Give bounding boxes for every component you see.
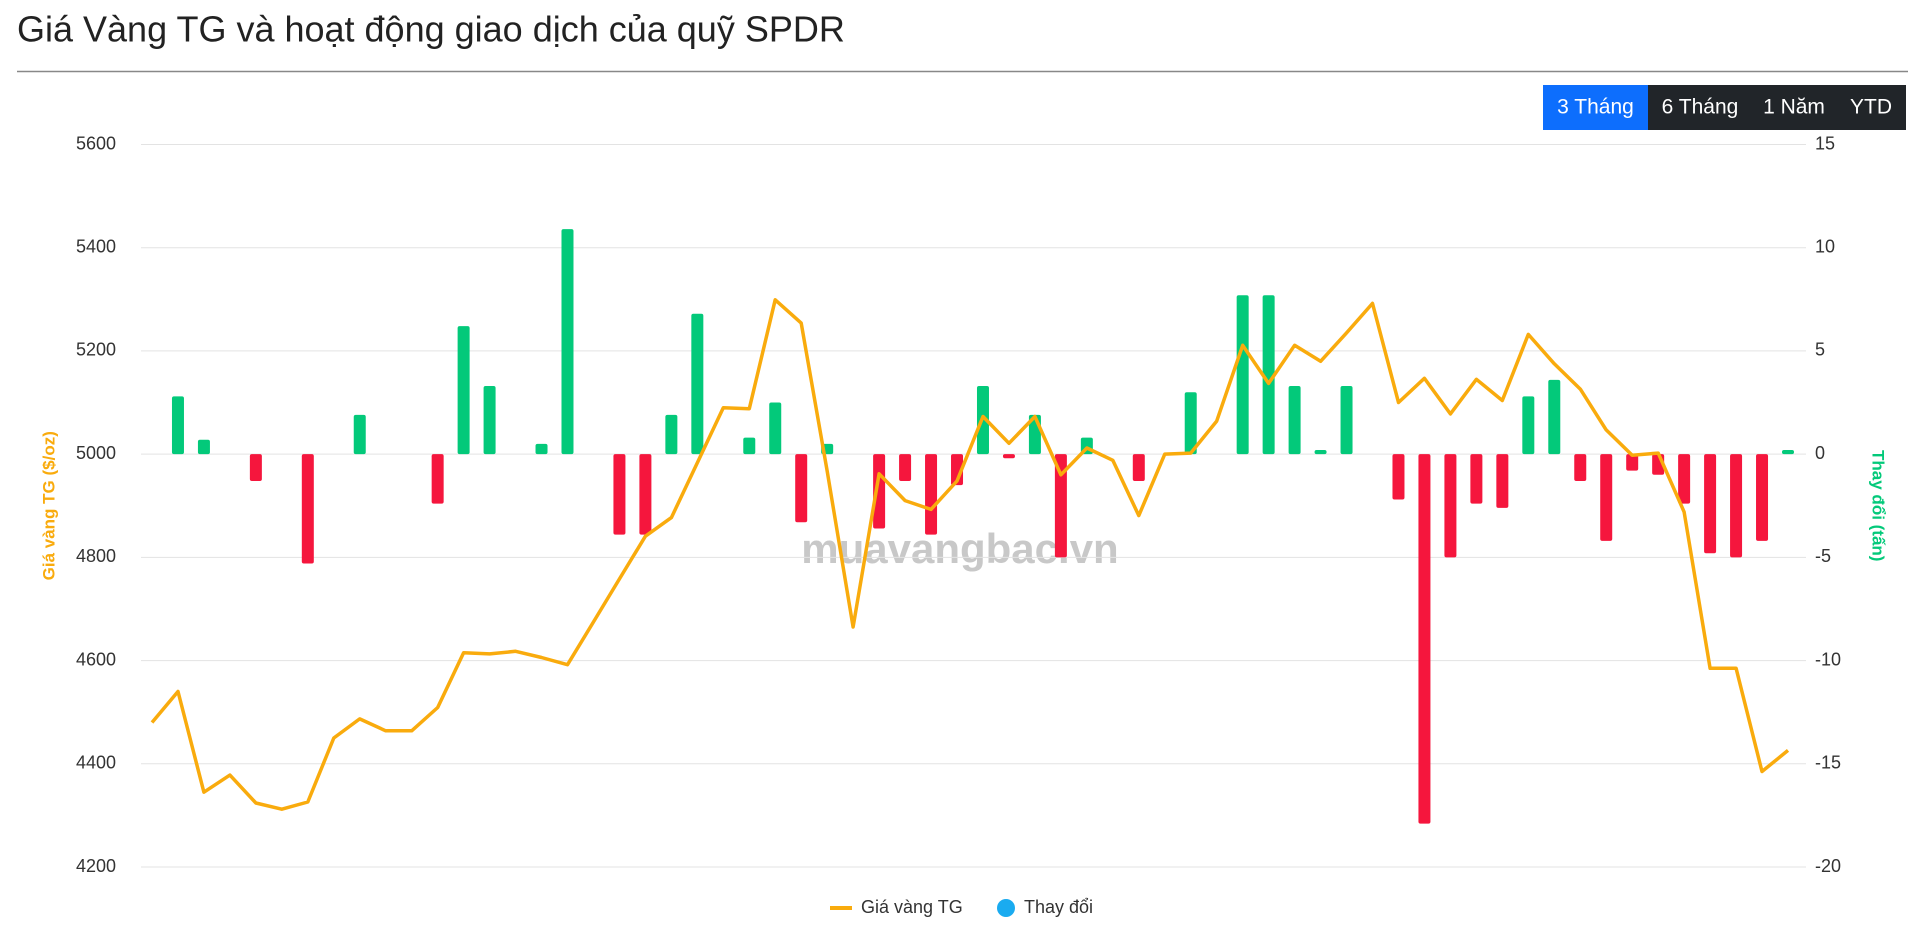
y2-tick-label: -15 <box>1815 753 1841 773</box>
range-button-label[interactable]: 3 Tháng <box>1557 96 1634 119</box>
legend-label: Giá vàng TG <box>861 897 963 917</box>
bar <box>691 313 704 455</box>
bar <box>613 454 626 535</box>
bar <box>1314 450 1327 455</box>
bar <box>665 414 678 455</box>
y-tick-label: 4800 <box>76 546 116 566</box>
bar <box>353 414 366 455</box>
y-tick-label: 5200 <box>76 340 116 360</box>
bar <box>457 326 470 455</box>
range-button-bg[interactable] <box>1543 85 1648 130</box>
bar <box>1262 295 1275 455</box>
bar <box>1288 386 1301 455</box>
bar <box>483 386 496 455</box>
y-tick-label: 4600 <box>76 649 116 669</box>
range-button-label[interactable]: 6 Tháng <box>1662 96 1739 119</box>
chart-title: Giá Vàng TG và hoạt động giao dịch của q… <box>17 9 845 50</box>
bar <box>1184 392 1197 455</box>
bar <box>1496 454 1509 508</box>
price-line <box>150 298 1790 811</box>
y-tick-label: 5400 <box>76 236 116 256</box>
range-button-label[interactable]: YTD <box>1850 96 1892 119</box>
range-button-bg[interactable] <box>1648 85 1752 130</box>
bar <box>1626 454 1639 471</box>
y2-tick-label: -5 <box>1815 546 1831 566</box>
bar <box>1392 454 1405 500</box>
y-tick-label: 5600 <box>76 133 116 153</box>
bar <box>1418 454 1431 824</box>
bar <box>249 454 262 481</box>
y-tick-label: 4200 <box>76 856 116 876</box>
range-button[interactable]: 1 Năm <box>1752 85 1836 130</box>
range-button[interactable]: 3 Tháng <box>1543 85 1648 130</box>
bar <box>1600 454 1613 541</box>
bar <box>431 454 444 504</box>
legend-label: Thay đổi <box>1024 897 1093 917</box>
bar <box>1704 454 1717 554</box>
y-axis-title: Giá vàng TG ($/oz) <box>39 431 58 580</box>
y-tick-label: 5000 <box>76 443 116 463</box>
bar <box>899 454 912 481</box>
range-button-label[interactable]: 1 Năm <box>1763 96 1825 119</box>
bar <box>1756 454 1769 541</box>
bar <box>197 439 210 455</box>
bar <box>1132 454 1145 481</box>
bar <box>1236 295 1249 455</box>
bar <box>301 454 314 564</box>
bar <box>1730 454 1743 558</box>
range-button-bg[interactable] <box>1836 85 1906 130</box>
y2-tick-label: -10 <box>1815 649 1841 669</box>
bar <box>1002 454 1015 459</box>
bar <box>1054 454 1067 558</box>
range-button-bg[interactable] <box>1752 85 1836 130</box>
y2-tick-label: 5 <box>1815 340 1825 360</box>
bar <box>743 437 756 455</box>
y2-tick-label: 15 <box>1815 133 1835 153</box>
bar <box>925 454 938 535</box>
y2-tick-label: -20 <box>1815 856 1841 876</box>
y2-tick-label: 10 <box>1815 236 1835 256</box>
legend-swatch <box>997 899 1015 917</box>
range-button[interactable]: YTD <box>1836 85 1906 130</box>
bar <box>1522 396 1535 455</box>
bar <box>1678 454 1691 504</box>
bar <box>1444 454 1457 558</box>
bar <box>639 454 652 535</box>
bar <box>795 454 808 523</box>
watermark: muavangbac.vn <box>801 525 1118 572</box>
bar <box>171 396 184 455</box>
bar <box>561 229 574 455</box>
bar <box>873 454 886 529</box>
bar <box>1548 379 1561 455</box>
bar <box>1574 454 1587 481</box>
bar <box>1470 454 1483 504</box>
bar <box>535 443 548 455</box>
bar <box>1340 386 1353 455</box>
bar <box>1782 450 1794 455</box>
y2-tick-label: 0 <box>1815 443 1825 463</box>
y-tick-label: 4400 <box>76 753 116 773</box>
range-button[interactable]: 6 Tháng <box>1648 85 1752 130</box>
y2-axis-title: Thay đổi (tấn) <box>1869 450 1888 561</box>
bar <box>769 402 782 455</box>
